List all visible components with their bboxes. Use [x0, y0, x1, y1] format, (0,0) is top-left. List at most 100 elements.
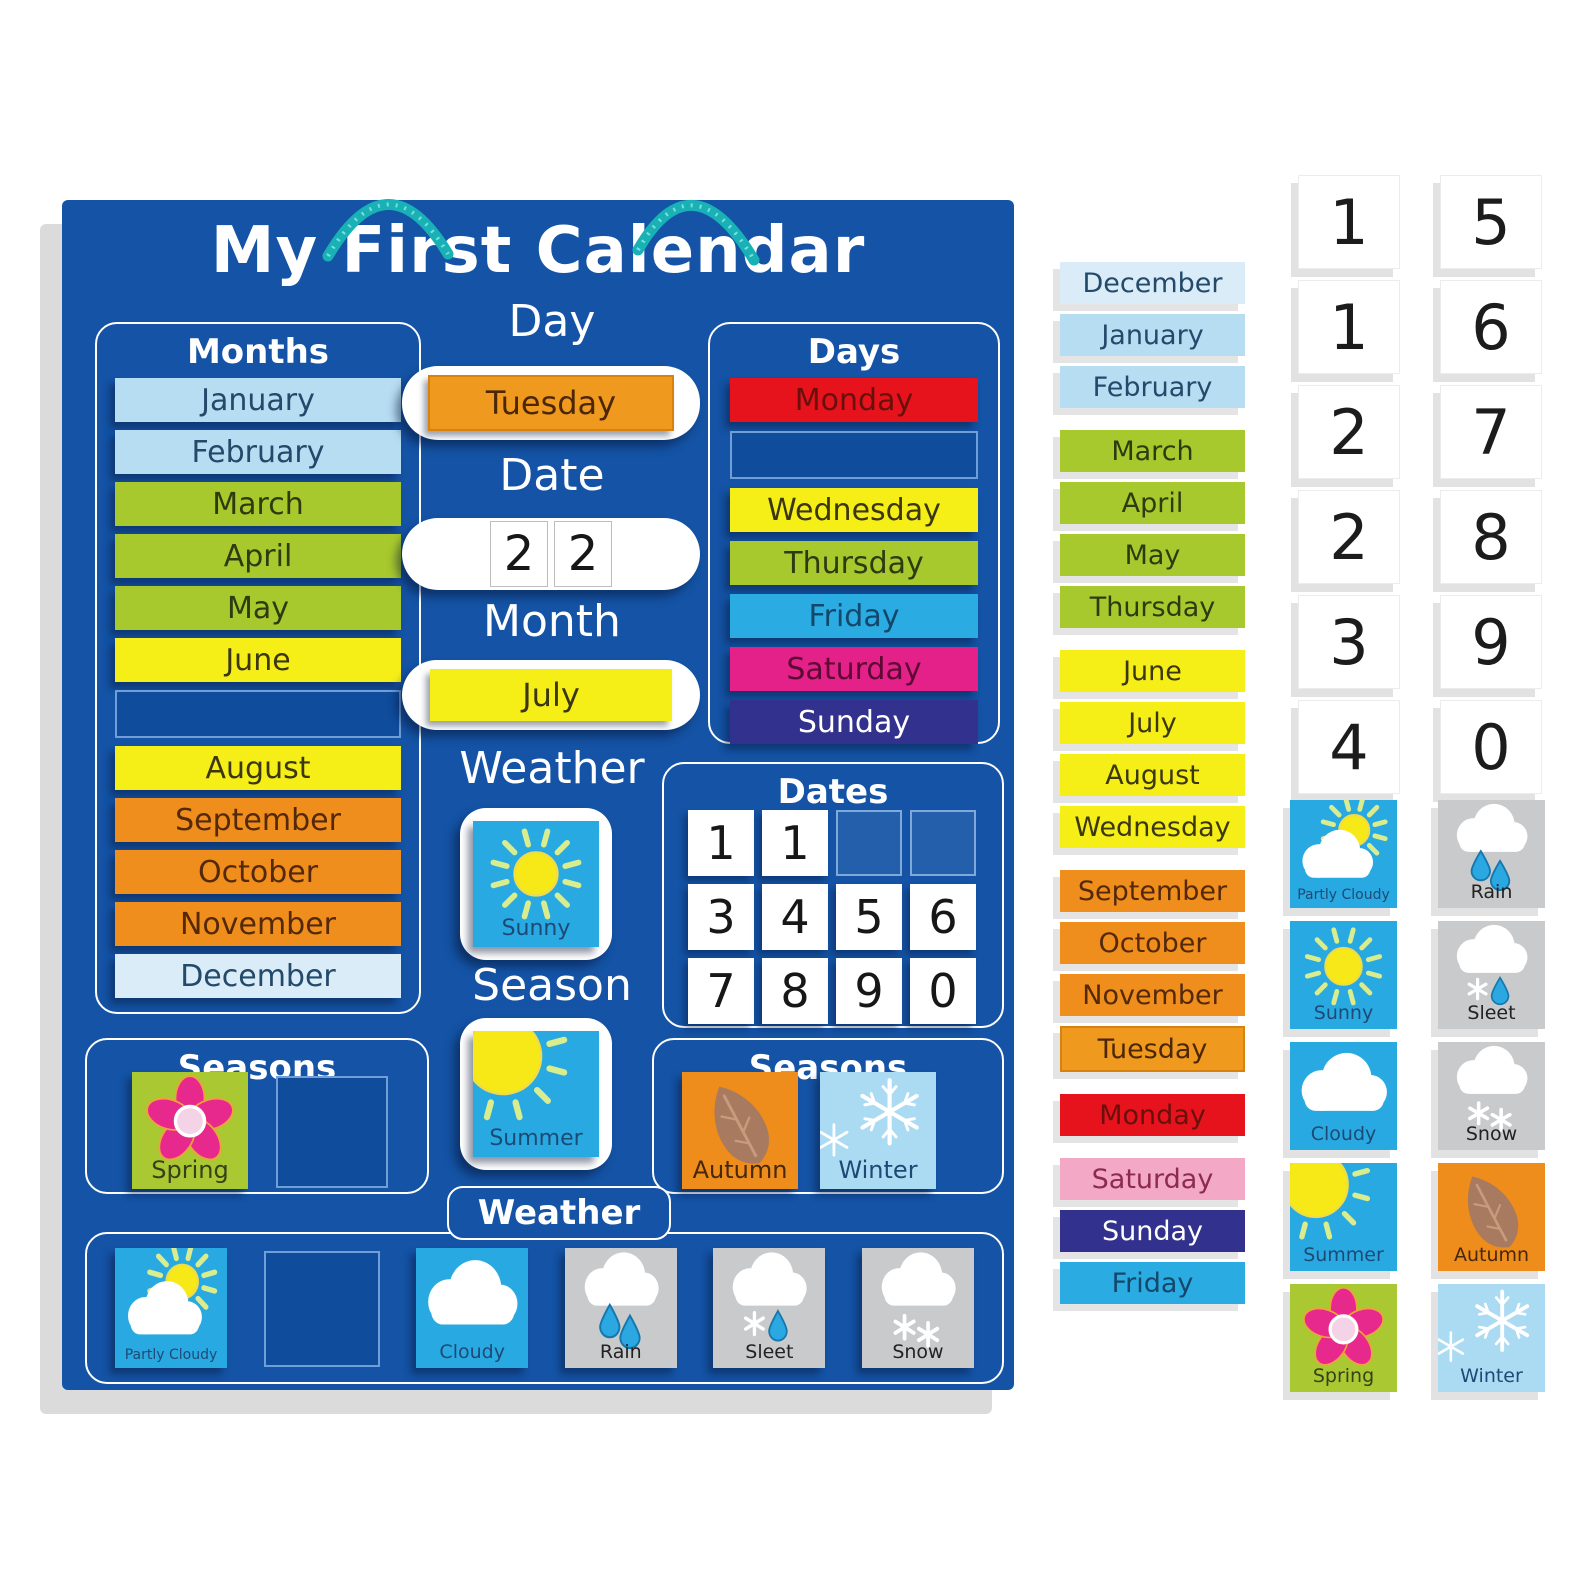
- tile-winter[interactable]: Winter: [820, 1072, 936, 1189]
- tile-thursday[interactable]: Thursday: [730, 541, 978, 585]
- tile-february[interactable]: February: [115, 430, 401, 474]
- tile-label: Winter: [1460, 1365, 1523, 1387]
- tile-tuesday[interactable]: Tuesday: [1060, 1026, 1245, 1072]
- number-card-3[interactable]: 3: [1298, 595, 1400, 689]
- date-number-5[interactable]: 5: [836, 884, 902, 950]
- date-number-7[interactable]: 7: [688, 958, 754, 1024]
- tile-monday[interactable]: Monday: [730, 378, 978, 422]
- tile-sunday[interactable]: Sunday: [1060, 1210, 1245, 1252]
- date-number-9[interactable]: 9: [836, 958, 902, 1024]
- current-weather-heading: Weather: [459, 743, 645, 794]
- tile-december[interactable]: December: [115, 954, 401, 998]
- number-card-2[interactable]: 2: [1298, 490, 1400, 584]
- tile-snow[interactable]: Snow: [1438, 1042, 1545, 1150]
- date-number-4[interactable]: 4: [762, 884, 828, 950]
- date-slot[interactable]: 2 2: [402, 518, 700, 590]
- tile-wednesday[interactable]: Wednesday: [1060, 806, 1245, 848]
- tile-june[interactable]: June: [115, 638, 401, 682]
- date-number-6[interactable]: 6: [910, 884, 976, 950]
- tile-february[interactable]: February: [1060, 366, 1245, 408]
- date-number-0[interactable]: 0: [910, 958, 976, 1024]
- tile-november[interactable]: November: [1060, 974, 1245, 1016]
- tile-saturday[interactable]: Saturday: [1060, 1158, 1245, 1200]
- tile-spring[interactable]: Spring: [132, 1072, 248, 1189]
- number-card-1[interactable]: 1: [1298, 175, 1400, 269]
- tile-september[interactable]: September: [115, 798, 401, 842]
- empty-slot[interactable]: [263, 1251, 380, 1367]
- tile-friday[interactable]: Friday: [1060, 1262, 1245, 1304]
- tile-thursday[interactable]: Thursday: [1060, 586, 1245, 628]
- rain-icon: [565, 1248, 677, 1368]
- number-card-2[interactable]: 2: [1298, 385, 1400, 479]
- tile-friday[interactable]: Friday: [730, 594, 978, 638]
- tile-june[interactable]: June: [1060, 650, 1245, 692]
- tile-sunday[interactable]: Sunday: [730, 700, 978, 744]
- tile-january[interactable]: January: [1060, 314, 1245, 356]
- tile-september[interactable]: September: [1060, 870, 1245, 912]
- tile-may[interactable]: May: [115, 586, 401, 630]
- tile-cloudy[interactable]: Cloudy: [1290, 1042, 1397, 1150]
- tile-winter[interactable]: Winter: [1438, 1284, 1545, 1392]
- number-card-1[interactable]: 1: [1298, 280, 1400, 374]
- current-season-slot[interactable]: Summer: [460, 1018, 612, 1170]
- number-card-9[interactable]: 9: [1440, 595, 1542, 689]
- tile-wednesday[interactable]: Wednesday: [730, 488, 978, 532]
- tile-snow[interactable]: Snow: [861, 1248, 974, 1368]
- tile-rain[interactable]: Rain: [564, 1248, 677, 1368]
- empty-slot[interactable]: [276, 1076, 388, 1188]
- month-slot[interactable]: July: [402, 660, 700, 730]
- date-number-1[interactable]: 1: [688, 810, 754, 876]
- tile-october[interactable]: October: [115, 850, 401, 894]
- tile-august[interactable]: August: [115, 746, 401, 790]
- tile-label: Sleet: [1467, 1002, 1516, 1024]
- empty-slot[interactable]: [730, 431, 978, 479]
- tile-sleet[interactable]: Sleet: [713, 1248, 826, 1368]
- tile-sunny[interactable]: Sunny: [1290, 921, 1397, 1029]
- empty-slot[interactable]: [115, 690, 401, 738]
- tile-january[interactable]: January: [115, 378, 401, 422]
- tile-summer[interactable]: Summer: [473, 1031, 599, 1157]
- day-slot[interactable]: Tuesday: [402, 366, 700, 440]
- tile-july[interactable]: July: [430, 669, 672, 721]
- number-card-0[interactable]: 0: [1440, 700, 1542, 794]
- tile-april[interactable]: April: [115, 534, 401, 578]
- date-digit-card[interactable]: 2: [490, 521, 548, 587]
- tile-spring[interactable]: Spring: [1290, 1284, 1397, 1392]
- tile-rain[interactable]: Rain: [1438, 800, 1545, 908]
- tile-summer[interactable]: Summer: [1290, 1163, 1397, 1271]
- current-weather-slot[interactable]: Sunny: [460, 808, 612, 960]
- tile-march[interactable]: March: [115, 482, 401, 526]
- date-number-8[interactable]: 8: [762, 958, 828, 1024]
- tile-may[interactable]: May: [1060, 534, 1245, 576]
- tile-saturday[interactable]: Saturday: [730, 647, 978, 691]
- tile-march[interactable]: March: [1060, 430, 1245, 472]
- tile-tuesday[interactable]: Tuesday: [428, 375, 674, 431]
- tile-october[interactable]: October: [1060, 922, 1245, 964]
- empty-date-slot[interactable]: [910, 810, 976, 876]
- rain-icon: [1438, 800, 1545, 908]
- tile-monday[interactable]: Monday: [1060, 1094, 1245, 1136]
- tile-label: Summer: [1303, 1244, 1384, 1266]
- tile-sunny[interactable]: Sunny: [473, 821, 599, 947]
- date-digit-card[interactable]: 2: [554, 521, 612, 587]
- tile-december[interactable]: December: [1060, 262, 1245, 304]
- tile-partly-cloudy[interactable]: Partly Cloudy: [115, 1248, 227, 1368]
- tile-sleet[interactable]: Sleet: [1438, 921, 1545, 1029]
- tile-autumn[interactable]: Autumn: [682, 1072, 798, 1189]
- number-card-6[interactable]: 6: [1440, 280, 1542, 374]
- date-number-1[interactable]: 1: [762, 810, 828, 876]
- tile-partly-cloudy[interactable]: Partly Cloudy: [1290, 800, 1397, 908]
- tile-april[interactable]: April: [1060, 482, 1245, 524]
- tile-november[interactable]: November: [115, 902, 401, 946]
- tile-cloudy[interactable]: Cloudy: [416, 1248, 529, 1368]
- number-card-4[interactable]: 4: [1298, 700, 1400, 794]
- empty-date-slot[interactable]: [836, 810, 902, 876]
- number-card-8[interactable]: 8: [1440, 490, 1542, 584]
- tile-autumn[interactable]: Autumn: [1438, 1163, 1545, 1271]
- tile-august[interactable]: August: [1060, 754, 1245, 796]
- number-card-7[interactable]: 7: [1440, 385, 1542, 479]
- sleet-icon: [713, 1248, 825, 1368]
- tile-july[interactable]: July: [1060, 702, 1245, 744]
- number-card-5[interactable]: 5: [1440, 175, 1542, 269]
- date-number-3[interactable]: 3: [688, 884, 754, 950]
